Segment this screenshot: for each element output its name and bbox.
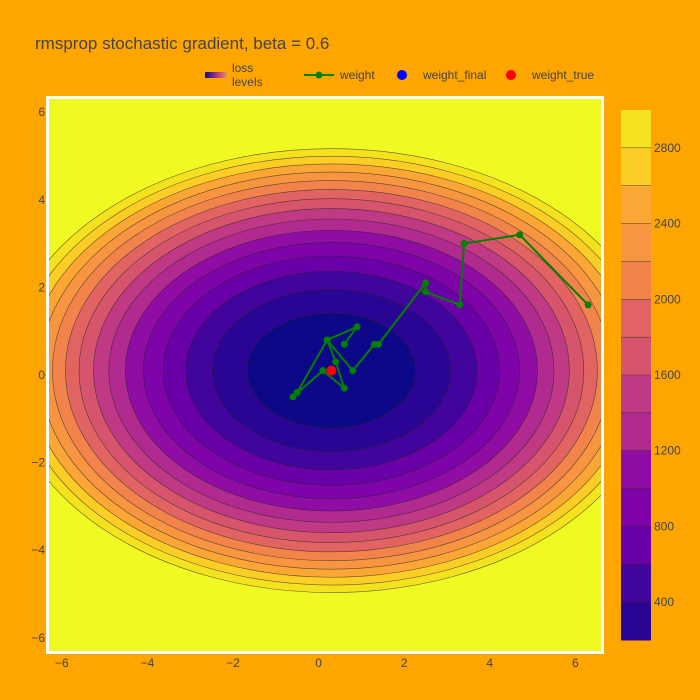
colorscale-icon — [205, 72, 227, 78]
legend-item-loss-levels[interactable]: loss levels — [204, 61, 272, 89]
weight-point — [422, 288, 430, 296]
weight-point — [456, 301, 464, 309]
x-tick-label: 0 — [315, 656, 322, 670]
y-tick-label: −2 — [31, 456, 45, 470]
weight-point — [340, 340, 348, 348]
legend-label: loss levels — [231, 61, 263, 89]
legend-label: weight_true — [532, 68, 595, 82]
colorbar-band — [621, 488, 651, 527]
colorbar-band — [621, 337, 651, 376]
colorbar-band — [621, 450, 651, 490]
weight-point — [332, 358, 340, 366]
weight-point — [370, 340, 378, 348]
legend-item-weight-final[interactable]: weight_final — [386, 66, 486, 84]
x-tick-label: −4 — [141, 656, 155, 670]
chart-title: rmsprop stochastic gradient, beta = 0.6 — [35, 34, 330, 53]
weight-point — [353, 323, 361, 331]
legend-label: weight_final — [423, 68, 487, 82]
weight-true-point — [326, 365, 337, 376]
weight-point — [340, 384, 348, 392]
marker-icon — [506, 70, 516, 80]
weight-point — [293, 389, 301, 397]
marker-icon — [397, 70, 407, 80]
colorbar-band — [621, 299, 651, 338]
colorbar-tick-label: 2800 — [654, 141, 681, 155]
colorbar-band — [621, 412, 651, 452]
colorbar-band — [621, 223, 651, 262]
x-tick-label: −6 — [55, 656, 69, 670]
colorbar-tick-label: 800 — [654, 519, 674, 533]
x-tick-label: 6 — [572, 656, 579, 670]
colorbar-band — [621, 602, 651, 641]
weight-point — [584, 301, 592, 309]
y-tick-label: 0 — [38, 368, 45, 382]
weight-point — [319, 367, 327, 375]
y-tick-label: 6 — [38, 105, 45, 119]
weight-point — [349, 367, 357, 375]
legend-item-weight-true[interactable]: weight_true — [495, 66, 594, 84]
y-tick-label: 4 — [38, 193, 45, 207]
weight-line — [292, 233, 589, 398]
colorbar-tick-label: 2000 — [654, 292, 681, 306]
legend-label: weight — [340, 68, 375, 82]
colorbar-band — [621, 564, 651, 603]
colorbar-band — [621, 185, 651, 225]
marker-icon — [315, 71, 323, 79]
colorbar-band — [621, 110, 651, 149]
x-tick-label: 2 — [401, 656, 408, 670]
colorbar-tick-label: 2400 — [654, 217, 681, 231]
colorbar-tick-label: 1200 — [654, 444, 681, 458]
colorbar-band — [621, 261, 651, 300]
colorbar-band — [621, 375, 651, 414]
colorbar-band — [621, 147, 651, 187]
weight-point — [516, 231, 524, 239]
weight-point — [460, 240, 468, 248]
weight-point — [323, 336, 331, 344]
contour-layer — [49, 99, 601, 651]
colorbar-band — [621, 526, 651, 565]
colorbar-tick-label: 1600 — [654, 368, 681, 382]
colorbar-tick-label: 400 — [654, 595, 674, 609]
x-tick-label: −2 — [226, 656, 240, 670]
y-tick-label: 2 — [38, 280, 45, 294]
legend-item-weight[interactable]: weight — [303, 66, 375, 84]
y-tick-label: −4 — [31, 543, 45, 557]
y-tick-label: −6 — [31, 631, 45, 645]
colorbar: 400 800 1200 1600 2000 2400 2800 — [621, 110, 681, 641]
weight-point — [422, 279, 430, 287]
x-tick-label: 4 — [486, 656, 493, 670]
weight-point — [289, 393, 297, 401]
